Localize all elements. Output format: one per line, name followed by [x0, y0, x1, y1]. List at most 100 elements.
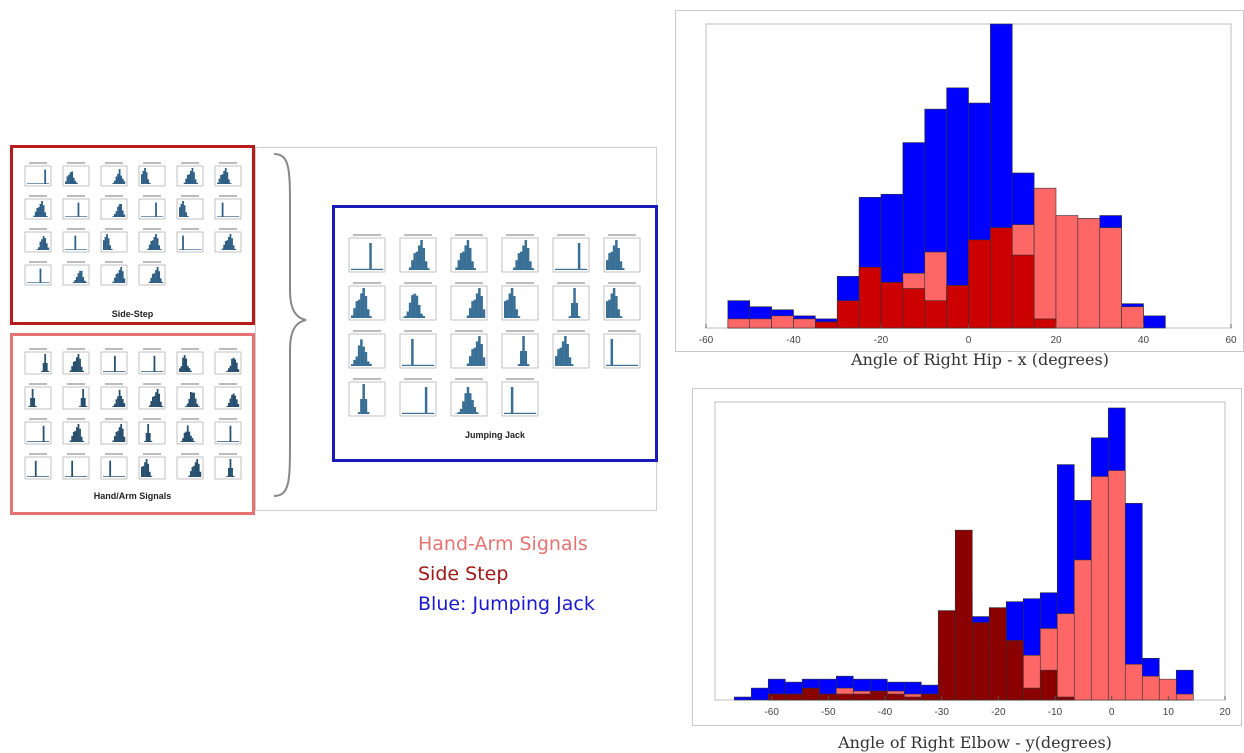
x-tick-label: -50	[821, 707, 836, 718]
hip-histogram: -60 -40 -20 0 20 40 60	[699, 23, 1237, 346]
jumping-jack-caption: Jumping Jack	[464, 430, 526, 440]
x-tick-label: 0	[1109, 707, 1115, 718]
histogram-bar	[920, 693, 939, 701]
histogram-bar	[1056, 613, 1075, 701]
thumbnail-plot	[100, 228, 128, 253]
thumbnail-plot	[501, 234, 539, 273]
histogram-bar	[946, 285, 969, 329]
histogram-bar	[1073, 559, 1092, 701]
thumbnail-plot	[138, 228, 166, 253]
histogram-series-3	[815, 227, 1057, 329]
x-tick-label: -20	[874, 335, 889, 346]
histogram-bar	[990, 227, 1013, 329]
thumbnail-plot	[24, 261, 52, 286]
legend-jumping-jack: Blue: Jumping Jack	[418, 593, 595, 615]
histogram-bar	[793, 318, 816, 329]
histogram-bar	[1121, 306, 1144, 329]
thumbnail-plot	[62, 453, 90, 480]
histogram-bar	[1005, 640, 1024, 701]
histogram-bar	[815, 321, 838, 329]
histogram-bar	[733, 696, 752, 701]
histogram-bar	[750, 687, 769, 701]
histogram-bar	[727, 318, 751, 329]
thumbnail-plot	[138, 162, 166, 187]
thumbnail-plot	[24, 453, 52, 480]
hip-xlabel: Angle of Right Hip - x (degrees)	[851, 350, 1109, 369]
thumbnail-plot	[399, 378, 437, 417]
thumbnail-plot	[399, 234, 437, 273]
thumbnail-plot	[62, 228, 90, 253]
histogram-bar	[1055, 215, 1079, 329]
histogram-bar	[836, 300, 860, 329]
thumbnail-plot	[214, 228, 242, 253]
elbow-histogram: -60 -50 -40 -30 -20 -10 0 10 20	[714, 401, 1231, 718]
thumbnail-plot	[214, 162, 242, 187]
thumbnail-plot	[138, 453, 166, 480]
thumbnail-plot	[138, 383, 166, 410]
thumbnail-plot	[100, 348, 128, 375]
histogram-bar	[749, 318, 772, 329]
thumbnail-plot	[100, 261, 128, 286]
x-tick-label: 0	[966, 335, 972, 346]
thumbnail-plot	[176, 418, 204, 445]
thumbnail-plot	[176, 195, 204, 220]
histogram-bar	[1033, 187, 1057, 329]
thumbnail-plot	[62, 261, 90, 286]
side-step-panel: Side-Step	[10, 145, 255, 325]
x-tick-label: 20	[1050, 335, 1062, 346]
thumbnail-plot	[24, 383, 52, 410]
thumbnail-plot	[100, 383, 128, 410]
histogram-bar	[902, 288, 926, 329]
thumbnail-plot	[24, 348, 52, 375]
thumbnail-plot	[348, 378, 386, 417]
hand-arm-panel: Hand/Arm Signals	[10, 333, 255, 515]
jumping-jack-thumbnails	[348, 234, 641, 417]
histogram-bar	[1107, 470, 1126, 701]
x-tick-label: -60	[699, 335, 714, 346]
thumbnail-plot	[62, 162, 90, 187]
thumbnail-plot	[100, 453, 128, 480]
hand-arm-thumbnails	[24, 348, 242, 480]
thumbnail-plot	[176, 453, 204, 480]
legend-hand-arm: Hand-Arm Signals	[418, 533, 588, 555]
thumbnail-plot	[399, 330, 437, 369]
thumbnail-plot	[603, 282, 641, 321]
x-tick-label: -60	[764, 707, 779, 718]
histogram-bar	[1033, 318, 1057, 329]
x-tick-label: -40	[878, 707, 893, 718]
histogram-bar	[1175, 693, 1194, 701]
thumbnail-plot	[24, 162, 52, 187]
histogram-bar	[767, 693, 786, 701]
histogram-bar	[968, 239, 991, 329]
histogram-bar	[971, 622, 990, 701]
histogram-bar	[1039, 669, 1058, 701]
histogram-bar	[1141, 675, 1160, 701]
histogram-bar	[1143, 315, 1166, 329]
thumbnail-plot	[399, 282, 437, 321]
elbow-xlabel: Angle of Right Elbow - y(degrees)	[838, 733, 1112, 752]
thumbnail-plot	[214, 453, 242, 480]
thumbnail-plot	[176, 162, 204, 187]
thumbnail-plot	[450, 282, 488, 321]
x-tick-label: 40	[1138, 335, 1150, 346]
histogram-bar	[988, 607, 1007, 701]
thumbnail-plot	[138, 418, 166, 445]
histogram-bar	[835, 693, 854, 701]
thumbnail-plot	[348, 282, 386, 321]
x-tick-label: -40	[786, 335, 801, 346]
x-tick-label: -30	[934, 707, 949, 718]
histogram-bar	[937, 610, 956, 701]
thumbnail-plot	[214, 195, 242, 220]
thumbnail-plot	[24, 418, 52, 445]
thumbnail-plot	[24, 195, 52, 220]
thumbnail-plot	[501, 378, 539, 417]
histogram-bar	[771, 315, 794, 329]
side-step-thumbnails	[24, 162, 242, 286]
thumbnail-plot	[138, 195, 166, 220]
thumbnail-plot	[603, 330, 641, 369]
side-step-caption: Side-Step	[111, 309, 154, 319]
x-tick-label: 10	[1163, 707, 1175, 718]
thumbnail-plot	[214, 383, 242, 410]
histogram-bar	[1124, 663, 1143, 701]
thumbnail-plot	[552, 282, 590, 321]
